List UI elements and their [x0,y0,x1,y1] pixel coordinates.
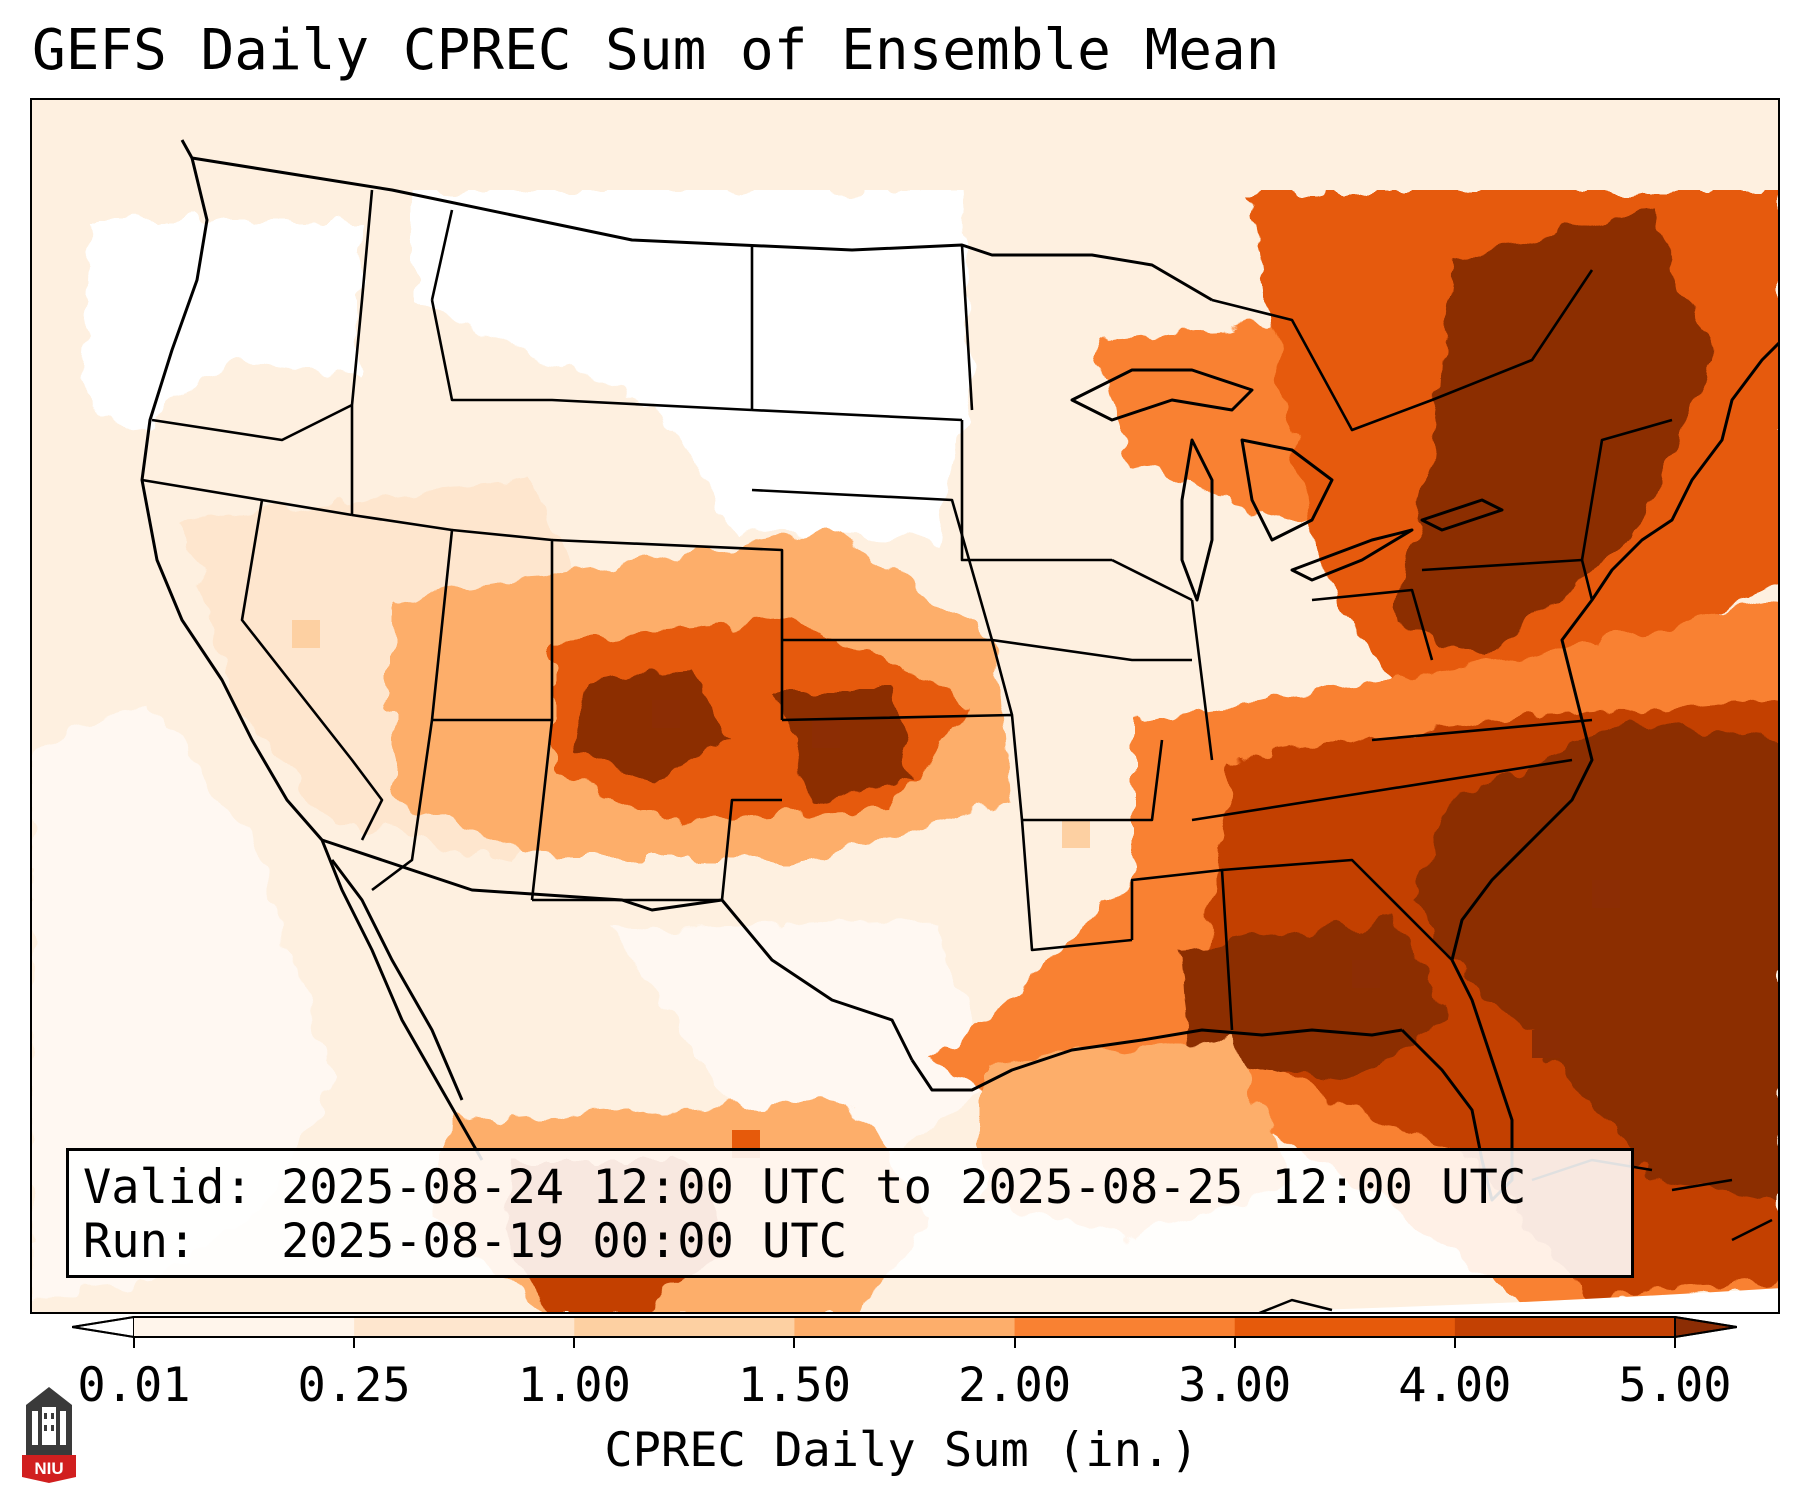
colorbar-label: CPREC Daily Sum (in.) [604,1423,1199,1478]
border-wi-il [1111,558,1193,602]
border-id-west [350,189,374,515]
colorbar-tick-mark [573,1338,576,1348]
border-nd-sd [751,408,963,422]
shade-dry-texas [612,920,992,1160]
colorbar-tick-label: 0.01 [77,1358,191,1413]
border-mn-ia [960,420,1112,562]
colorbar-under-triangle [72,1316,135,1338]
gulf-coastline [910,1028,1403,1092]
border-tn-ky [1191,758,1573,822]
valid-run-info-box: Valid: 2025-08-24 12:00 UTC to 2025-08-2… [66,1148,1634,1278]
shade-dry-west [82,220,362,430]
colorbar-segment [354,1317,575,1337]
state-borders [141,189,1673,1031]
lake-huron [1240,438,1334,542]
colorbar-tick-mark [793,1338,796,1348]
colorbar-segment [794,1317,1016,1337]
colorbar-outline [72,1316,1737,1338]
shade-dry-north [412,190,972,540]
border-wy-co [551,538,784,720]
colorbar-tick-label: 0.25 [297,1358,411,1413]
border-il-in [1190,599,1214,761]
colorbar-segment [574,1317,795,1337]
colorbar-segments [72,1316,1737,1338]
colorbar [72,1316,1737,1338]
colorbar-tick-mark [1453,1338,1456,1348]
run-time-line: Run: 2025-08-19 00:00 UTC [83,1214,848,1269]
us-canada-border [180,139,1213,302]
lake-erie [1290,528,1414,582]
border-ga [1221,858,1453,961]
border-id-mt [430,209,454,301]
border-ca-nv [240,499,384,841]
colorbar-tick-label: 1.00 [517,1358,631,1413]
colorbar-tick-mark [1674,1338,1676,1348]
lake-michigan [1180,438,1214,602]
border-mo-ar [1022,739,1164,822]
colorbar-tick-mark [1233,1338,1236,1348]
shade-atlantic-max [1412,720,1778,1200]
colorbar-segment [1454,1317,1676,1337]
colorbar-tick-label: 4.00 [1398,1358,1512,1413]
colorbar-tick-mark [1013,1338,1016,1348]
colorbar-tick-label: 3.00 [1178,1358,1292,1413]
map-canvas [32,100,1778,1312]
colorbar-tick-mark [353,1338,356,1348]
border-nm-tx [532,798,782,902]
shade-northeast-max [1392,210,1712,660]
map-boundaries [140,139,1778,1202]
colorbar-tick-label: 1.50 [737,1358,852,1413]
colorbar-over-triangle [1674,1316,1737,1338]
border-ms-al [1130,868,1234,1031]
niu-logo: NIU [22,1387,76,1483]
niu-logo-text: NIU [34,1459,63,1478]
colorbar-segment [1234,1317,1456,1337]
precipitation-shading [32,100,1778,1312]
border-az-nm [371,719,554,901]
border-wa-or [151,403,353,442]
border-va-nc [1371,718,1593,742]
shade-pixel-blocks [292,620,1620,1158]
colorbar-segment [134,1317,355,1337]
map-title: GEFS Daily CPREC Sum of Ensemble Mean [32,18,1280,83]
border-canada-east [1211,269,1594,432]
lake-ontario [1420,498,1504,532]
colorbar-segment [1014,1317,1236,1337]
border-sd-ne [751,488,994,641]
shade-gulf-max [1182,920,1452,1080]
border-mt-wy [430,299,753,412]
colorbar-tick-mark [133,1338,135,1348]
border-ia-mo [991,638,1192,662]
baja-coastline [330,859,464,1101]
border-nd-mn [960,244,974,411]
lake-superior [1070,368,1254,422]
valid-time-line: Valid: 2025-08-24 12:00 UTC to 2025-08-2… [83,1160,1527,1215]
colorbar-tick-label: 5.00 [1618,1358,1732,1413]
border-oh-pa [1311,588,1434,661]
atlantic-coastline [1450,341,1778,961]
pacific-coastline [140,157,484,1161]
border-ut-co [432,528,554,722]
colorbar-tick-label: 2.00 [957,1358,1072,1413]
border-ny-ne [1580,418,1673,561]
border-ar-la [1020,819,1133,952]
precipitation-map [30,98,1780,1314]
outside-domain [1687,1288,1778,1312]
